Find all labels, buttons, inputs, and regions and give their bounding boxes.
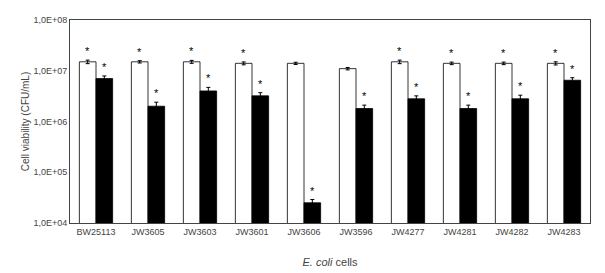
svg-text:*: * — [189, 45, 194, 57]
svg-text:*: * — [102, 61, 107, 73]
svg-text:1,0E+06: 1,0E+06 — [33, 117, 67, 127]
svg-text:*: * — [501, 47, 506, 59]
svg-text:*: * — [85, 45, 90, 57]
svg-text:*: * — [397, 45, 402, 57]
svg-text:*: * — [241, 47, 246, 59]
svg-text:JW3601: JW3601 — [235, 227, 268, 237]
svg-text:*: * — [466, 90, 471, 102]
svg-text:JW3606: JW3606 — [287, 227, 320, 237]
svg-text:*: * — [258, 78, 263, 90]
svg-text:1,0E+08: 1,0E+08 — [33, 15, 67, 25]
svg-text:Cell viability (CFU/mL): Cell viability (CFU/mL) — [20, 72, 31, 171]
svg-text:1,0E+04: 1,0E+04 — [33, 218, 67, 228]
svg-text:*: * — [518, 80, 523, 92]
svg-text:*: * — [137, 46, 142, 58]
svg-text:JW3605: JW3605 — [131, 227, 164, 237]
svg-text:JW3596: JW3596 — [339, 227, 372, 237]
svg-text:*: * — [414, 81, 419, 93]
svg-text:BW25113: BW25113 — [77, 227, 116, 237]
svg-text:*: * — [449, 47, 454, 59]
svg-text:E. coli cells: E. coli cells — [302, 256, 358, 268]
svg-text:1,0E+07: 1,0E+07 — [33, 66, 67, 76]
svg-text:JW4282: JW4282 — [495, 227, 528, 237]
svg-text:*: * — [553, 47, 558, 59]
svg-text:JW3603: JW3603 — [183, 227, 216, 237]
svg-text:*: * — [570, 63, 575, 75]
svg-text:JW4281: JW4281 — [443, 227, 476, 237]
svg-text:*: * — [154, 87, 159, 99]
svg-text:JW4283: JW4283 — [547, 227, 580, 237]
svg-text:*: * — [310, 185, 315, 197]
svg-text:*: * — [206, 72, 211, 84]
svg-text:JW4277: JW4277 — [391, 227, 424, 237]
svg-text:*: * — [362, 90, 367, 102]
svg-text:1,0E+05: 1,0E+05 — [33, 167, 67, 177]
